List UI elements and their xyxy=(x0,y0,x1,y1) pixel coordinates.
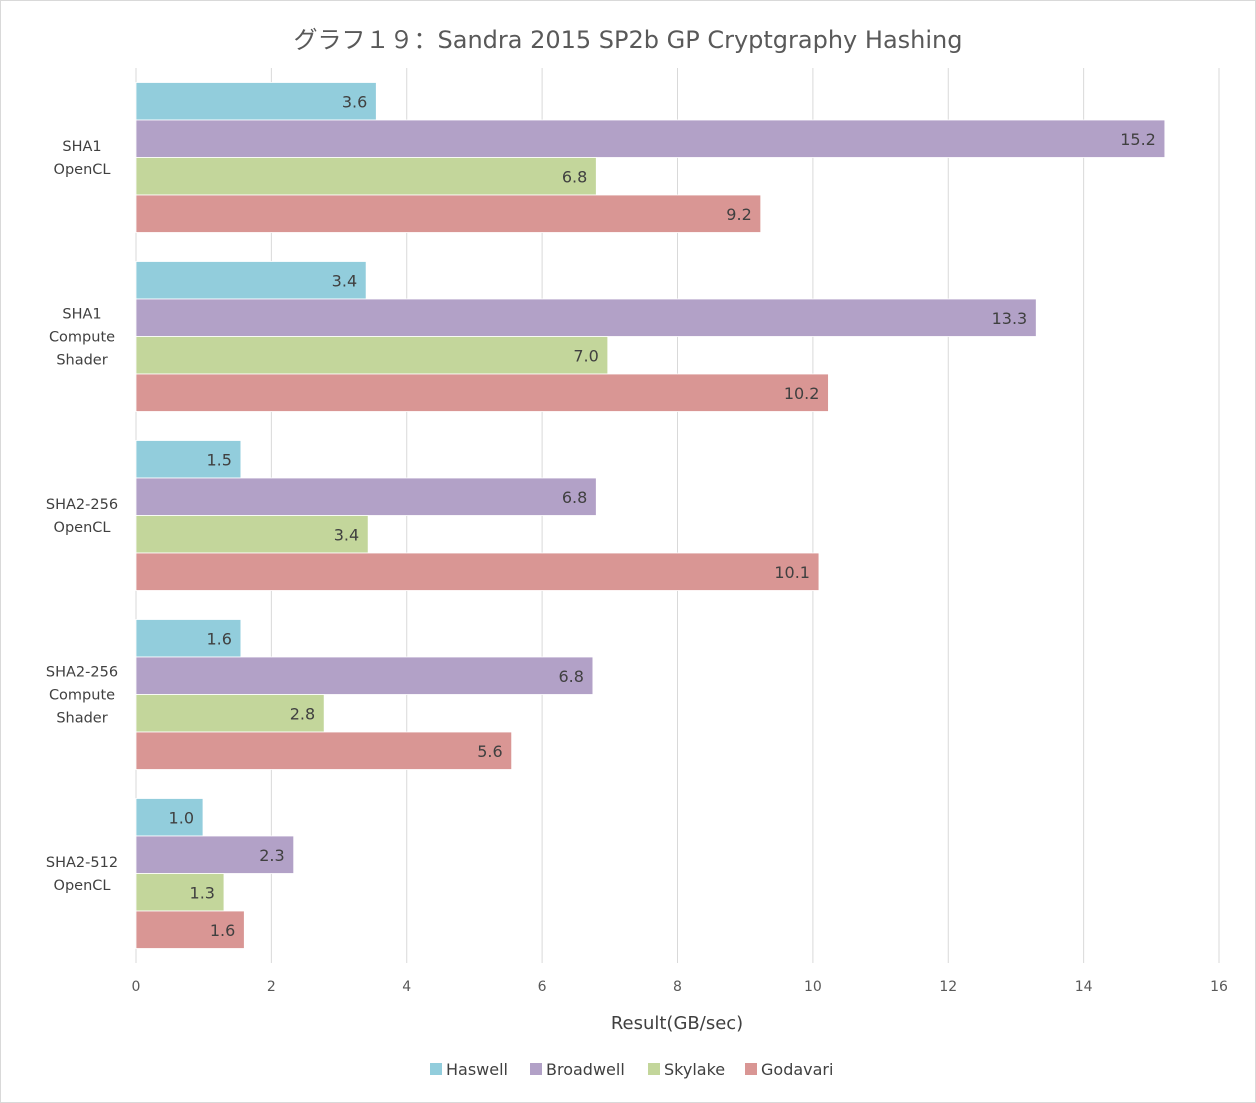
data-label-broadwell-2: 6.8 xyxy=(562,488,587,507)
data-label-godavari-3: 5.6 xyxy=(477,742,502,761)
x-tick-label: 0 xyxy=(132,979,141,995)
data-label-haswell-3: 1.6 xyxy=(206,629,231,648)
data-label-broadwell-3: 6.8 xyxy=(558,667,583,686)
category-labels: SHA1 OpenCL SHA1 Compute Shader SHA2-256 OpenC… xyxy=(46,139,118,894)
category-label: Compute xyxy=(49,688,115,704)
category-label: SHA1 xyxy=(62,139,101,155)
x-tick-label: 14 xyxy=(1075,979,1093,995)
legend-swatch-godavari xyxy=(745,1063,757,1075)
category-label: SHA1 xyxy=(62,307,101,323)
bar-broadwell-4 xyxy=(135,835,295,874)
data-labels: 3.6 15.2 6.8 9.2 3.4 13.3 7.0 10.2 1.5 6.8 3.4 10.1… xyxy=(169,92,1156,940)
bar-skylake-4 xyxy=(135,873,225,912)
category-label: OpenCL xyxy=(54,520,111,536)
data-label-skylake-0: 6.8 xyxy=(562,167,587,186)
legend-label-godavari: Godavari xyxy=(761,1060,833,1079)
data-label-godavari-0: 9.2 xyxy=(726,205,751,224)
category-label: OpenCL xyxy=(54,878,111,894)
data-label-haswell-1: 3.4 xyxy=(332,271,357,290)
bar-godavari-4 xyxy=(135,910,245,949)
legend-swatch-broadwell xyxy=(530,1063,542,1075)
bar-skylake-0 xyxy=(135,157,597,196)
legend-label-skylake: Skylake xyxy=(664,1060,725,1079)
data-label-skylake-3: 2.8 xyxy=(290,704,315,723)
x-tick-label: 6 xyxy=(538,979,547,995)
category-label: Shader xyxy=(56,711,107,727)
category-label: SHA2-256 xyxy=(46,665,118,681)
data-label-broadwell-1: 13.3 xyxy=(992,309,1028,328)
category-label: SHA2-512 xyxy=(46,855,118,871)
bars xyxy=(135,82,1166,949)
legend-swatch-skylake xyxy=(648,1063,660,1075)
x-tick-label: 16 xyxy=(1210,979,1228,995)
x-tick-labels: 0 2 4 6 8 10 12 14 16 xyxy=(132,979,1228,995)
bar-broadwell-1 xyxy=(135,298,1037,337)
x-tick-label: 2 xyxy=(267,979,276,995)
data-label-godavari-1: 10.2 xyxy=(784,384,820,403)
data-label-haswell-0: 3.6 xyxy=(342,92,367,111)
bar-godavari-1 xyxy=(135,373,829,412)
legend: Haswell Broadwell Skylake Godavari xyxy=(430,1060,833,1079)
category-label: Shader xyxy=(56,353,107,369)
bar-broadwell-2 xyxy=(135,477,597,516)
x-tick-label: 10 xyxy=(804,979,822,995)
x-tick-label: 4 xyxy=(402,979,411,995)
x-tick-label: 12 xyxy=(939,979,957,995)
bar-godavari-3 xyxy=(135,731,513,770)
bar-haswell-4 xyxy=(135,798,204,837)
legend-label-haswell: Haswell xyxy=(446,1060,508,1079)
bar-haswell-0 xyxy=(135,82,377,121)
data-label-skylake-2: 3.4 xyxy=(334,525,359,544)
data-label-skylake-1: 7.0 xyxy=(573,346,598,365)
bar-godavari-0 xyxy=(135,194,762,233)
data-label-godavari-2: 10.1 xyxy=(774,563,810,582)
legend-label-broadwell: Broadwell xyxy=(546,1060,625,1079)
category-label: SHA2-256 xyxy=(46,497,118,513)
data-label-broadwell-4: 2.3 xyxy=(259,846,284,865)
data-label-broadwell-0: 15.2 xyxy=(1120,130,1156,149)
x-tick-label: 8 xyxy=(673,979,682,995)
chart-title: グラフ１９：Sandra 2015 SP2b GP Cryptgraphy Ha… xyxy=(294,26,963,54)
bar-broadwell-3 xyxy=(135,656,594,695)
data-label-haswell-2: 1.5 xyxy=(206,450,231,469)
bar-broadwell-0 xyxy=(135,119,1166,158)
data-label-godavari-4: 1.6 xyxy=(210,921,235,940)
x-axis-title: Result(GB/sec) xyxy=(611,1013,743,1034)
legend-swatch-haswell xyxy=(430,1063,442,1075)
bar-skylake-1 xyxy=(135,336,609,375)
bar-skylake-3 xyxy=(135,694,325,733)
data-label-haswell-4: 1.0 xyxy=(169,808,194,827)
category-label: Compute xyxy=(49,330,115,346)
data-label-skylake-4: 1.3 xyxy=(190,883,215,902)
category-label: OpenCL xyxy=(54,162,111,178)
bar-godavari-2 xyxy=(135,552,820,591)
